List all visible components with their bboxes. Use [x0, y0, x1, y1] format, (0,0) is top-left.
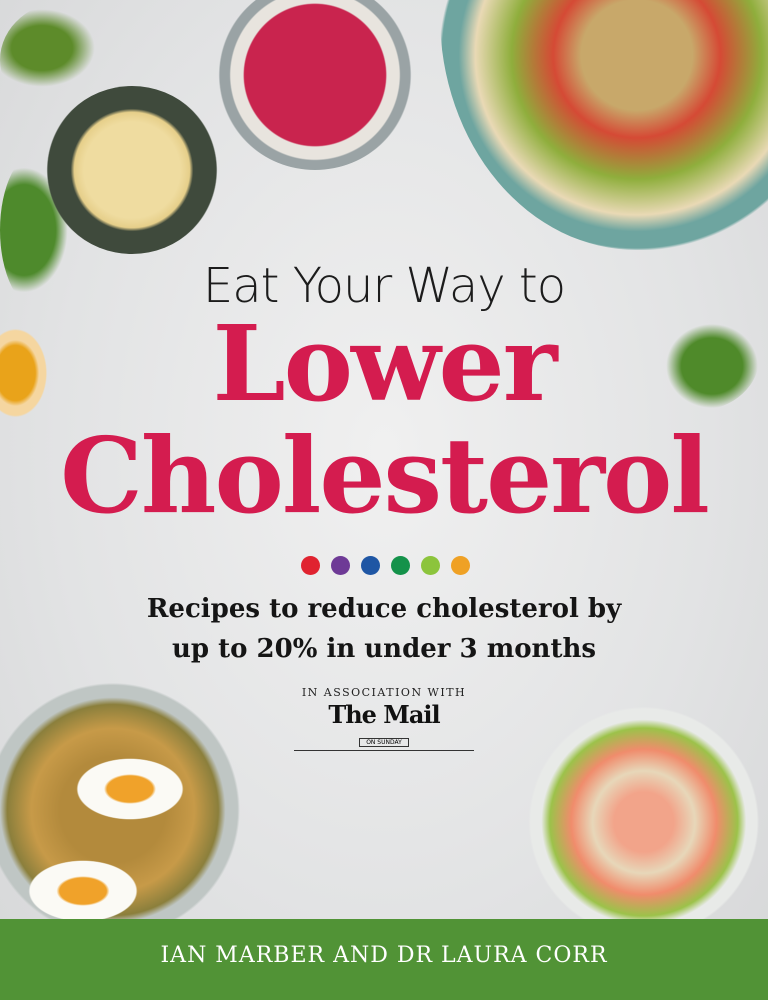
- egg-image: [28, 860, 138, 922]
- author-band: [0, 919, 768, 1000]
- beetroot-dip-bowl-image: [218, 0, 412, 170]
- oil-jar-image: [0, 308, 62, 438]
- hummus-bowl-image: [46, 86, 218, 254]
- color-dot: [451, 556, 470, 575]
- association-label: IN ASSOCIATION WITH: [301, 686, 467, 699]
- color-dot: [331, 556, 350, 575]
- title-line-1: Lower: [212, 302, 558, 425]
- logo-text: The Mail: [328, 700, 440, 729]
- color-dot: [301, 556, 320, 575]
- logo-subtext: ON SUNDAY: [359, 738, 409, 747]
- color-dot: [391, 556, 410, 575]
- color-dot: [421, 556, 440, 575]
- pre-title: Eat Your Way to: [202, 258, 566, 314]
- color-dot: [361, 556, 380, 575]
- basil-garlic-image: [640, 300, 760, 410]
- subtitle-line-2: up to 20% in under 3 months: [171, 634, 597, 664]
- egg-image: [76, 758, 184, 820]
- mail-on-sunday-logo: The Mail ON SUNDAY: [294, 700, 474, 751]
- title-line-2: Cholesterol: [60, 414, 710, 537]
- authors: IAN MARBER AND DR LAURA CORR: [160, 943, 608, 968]
- color-dots: [301, 556, 470, 575]
- subtitle-line-1: Recipes to reduce cholesterol by: [146, 594, 622, 624]
